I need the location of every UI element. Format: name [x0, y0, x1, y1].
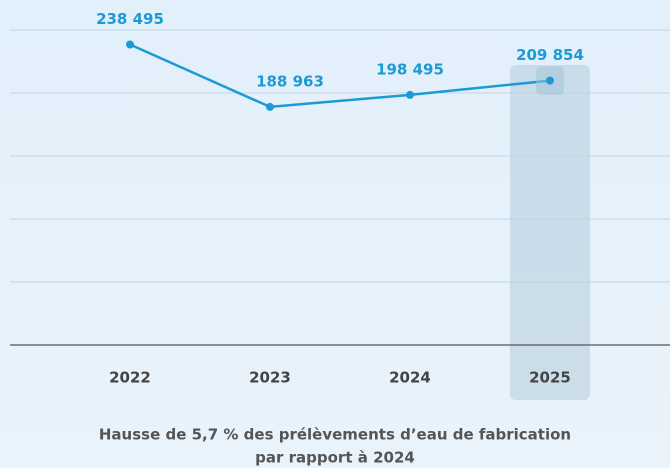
- point: [266, 102, 274, 111]
- data-label: 188 963: [256, 72, 324, 90]
- data-label: 209 854: [516, 46, 584, 64]
- x-tick-label: 2023: [249, 369, 291, 387]
- data-label: 238 495: [96, 10, 164, 28]
- caption: par rapport à 2024: [255, 449, 415, 467]
- highlight-band: [510, 65, 590, 400]
- caption: Hausse de 5,7 % des prélèvements d’eau d…: [99, 426, 571, 444]
- x-tick-label: 2024: [389, 369, 431, 387]
- line: [129, 43, 551, 109]
- x-tick-label: 2025: [529, 369, 571, 387]
- data-label: 198 495: [376, 60, 444, 78]
- x-tick-label: 2022: [109, 369, 151, 387]
- point: [406, 90, 414, 99]
- point: [546, 76, 554, 85]
- point: [126, 40, 134, 49]
